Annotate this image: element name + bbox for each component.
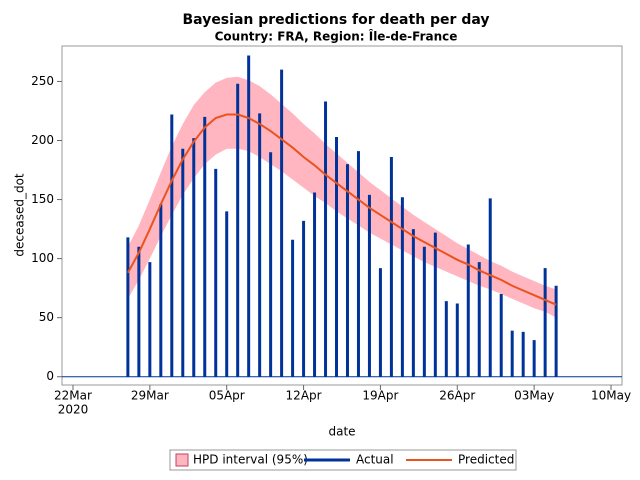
x-tick-label: 05Apr — [209, 389, 245, 403]
legend-box — [169, 449, 517, 471]
y-tick-label: 200 — [31, 133, 54, 147]
legend-label: Predicted — [458, 453, 514, 467]
x-tick-label: 19Apr — [362, 389, 398, 403]
plot-frame — [61, 45, 623, 386]
chart-subtitle: Country: FRA, Region: Île-de-France — [215, 29, 458, 44]
x-tick-label: 22Mar — [54, 389, 92, 403]
y-tick-label: 250 — [31, 74, 54, 88]
hpd-band — [127, 76, 557, 318]
x-tick-year: 2020 — [58, 403, 89, 417]
y-tick-label: 0 — [46, 369, 54, 383]
y-axis-label: deceased_dot — [13, 173, 27, 257]
x-tick-label: 10May — [591, 389, 631, 403]
legend-label: HPD interval (95%) — [193, 453, 308, 467]
legend-label: Actual — [356, 453, 394, 467]
predicted-line — [127, 113, 557, 306]
chart-title: Bayesian predictions for death per day — [183, 12, 490, 28]
x-axis-label: date — [328, 425, 355, 439]
y-tick-label: 150 — [31, 192, 54, 206]
x-tick-label: 29Mar — [131, 389, 169, 403]
y-tick-label: 100 — [31, 251, 54, 265]
legend-swatch — [175, 453, 189, 467]
x-tick-label: 03May — [514, 389, 554, 403]
y-tick-label: 50 — [39, 310, 54, 324]
x-tick-label: 26Apr — [439, 389, 475, 403]
x-tick-label: 12Apr — [286, 389, 322, 403]
